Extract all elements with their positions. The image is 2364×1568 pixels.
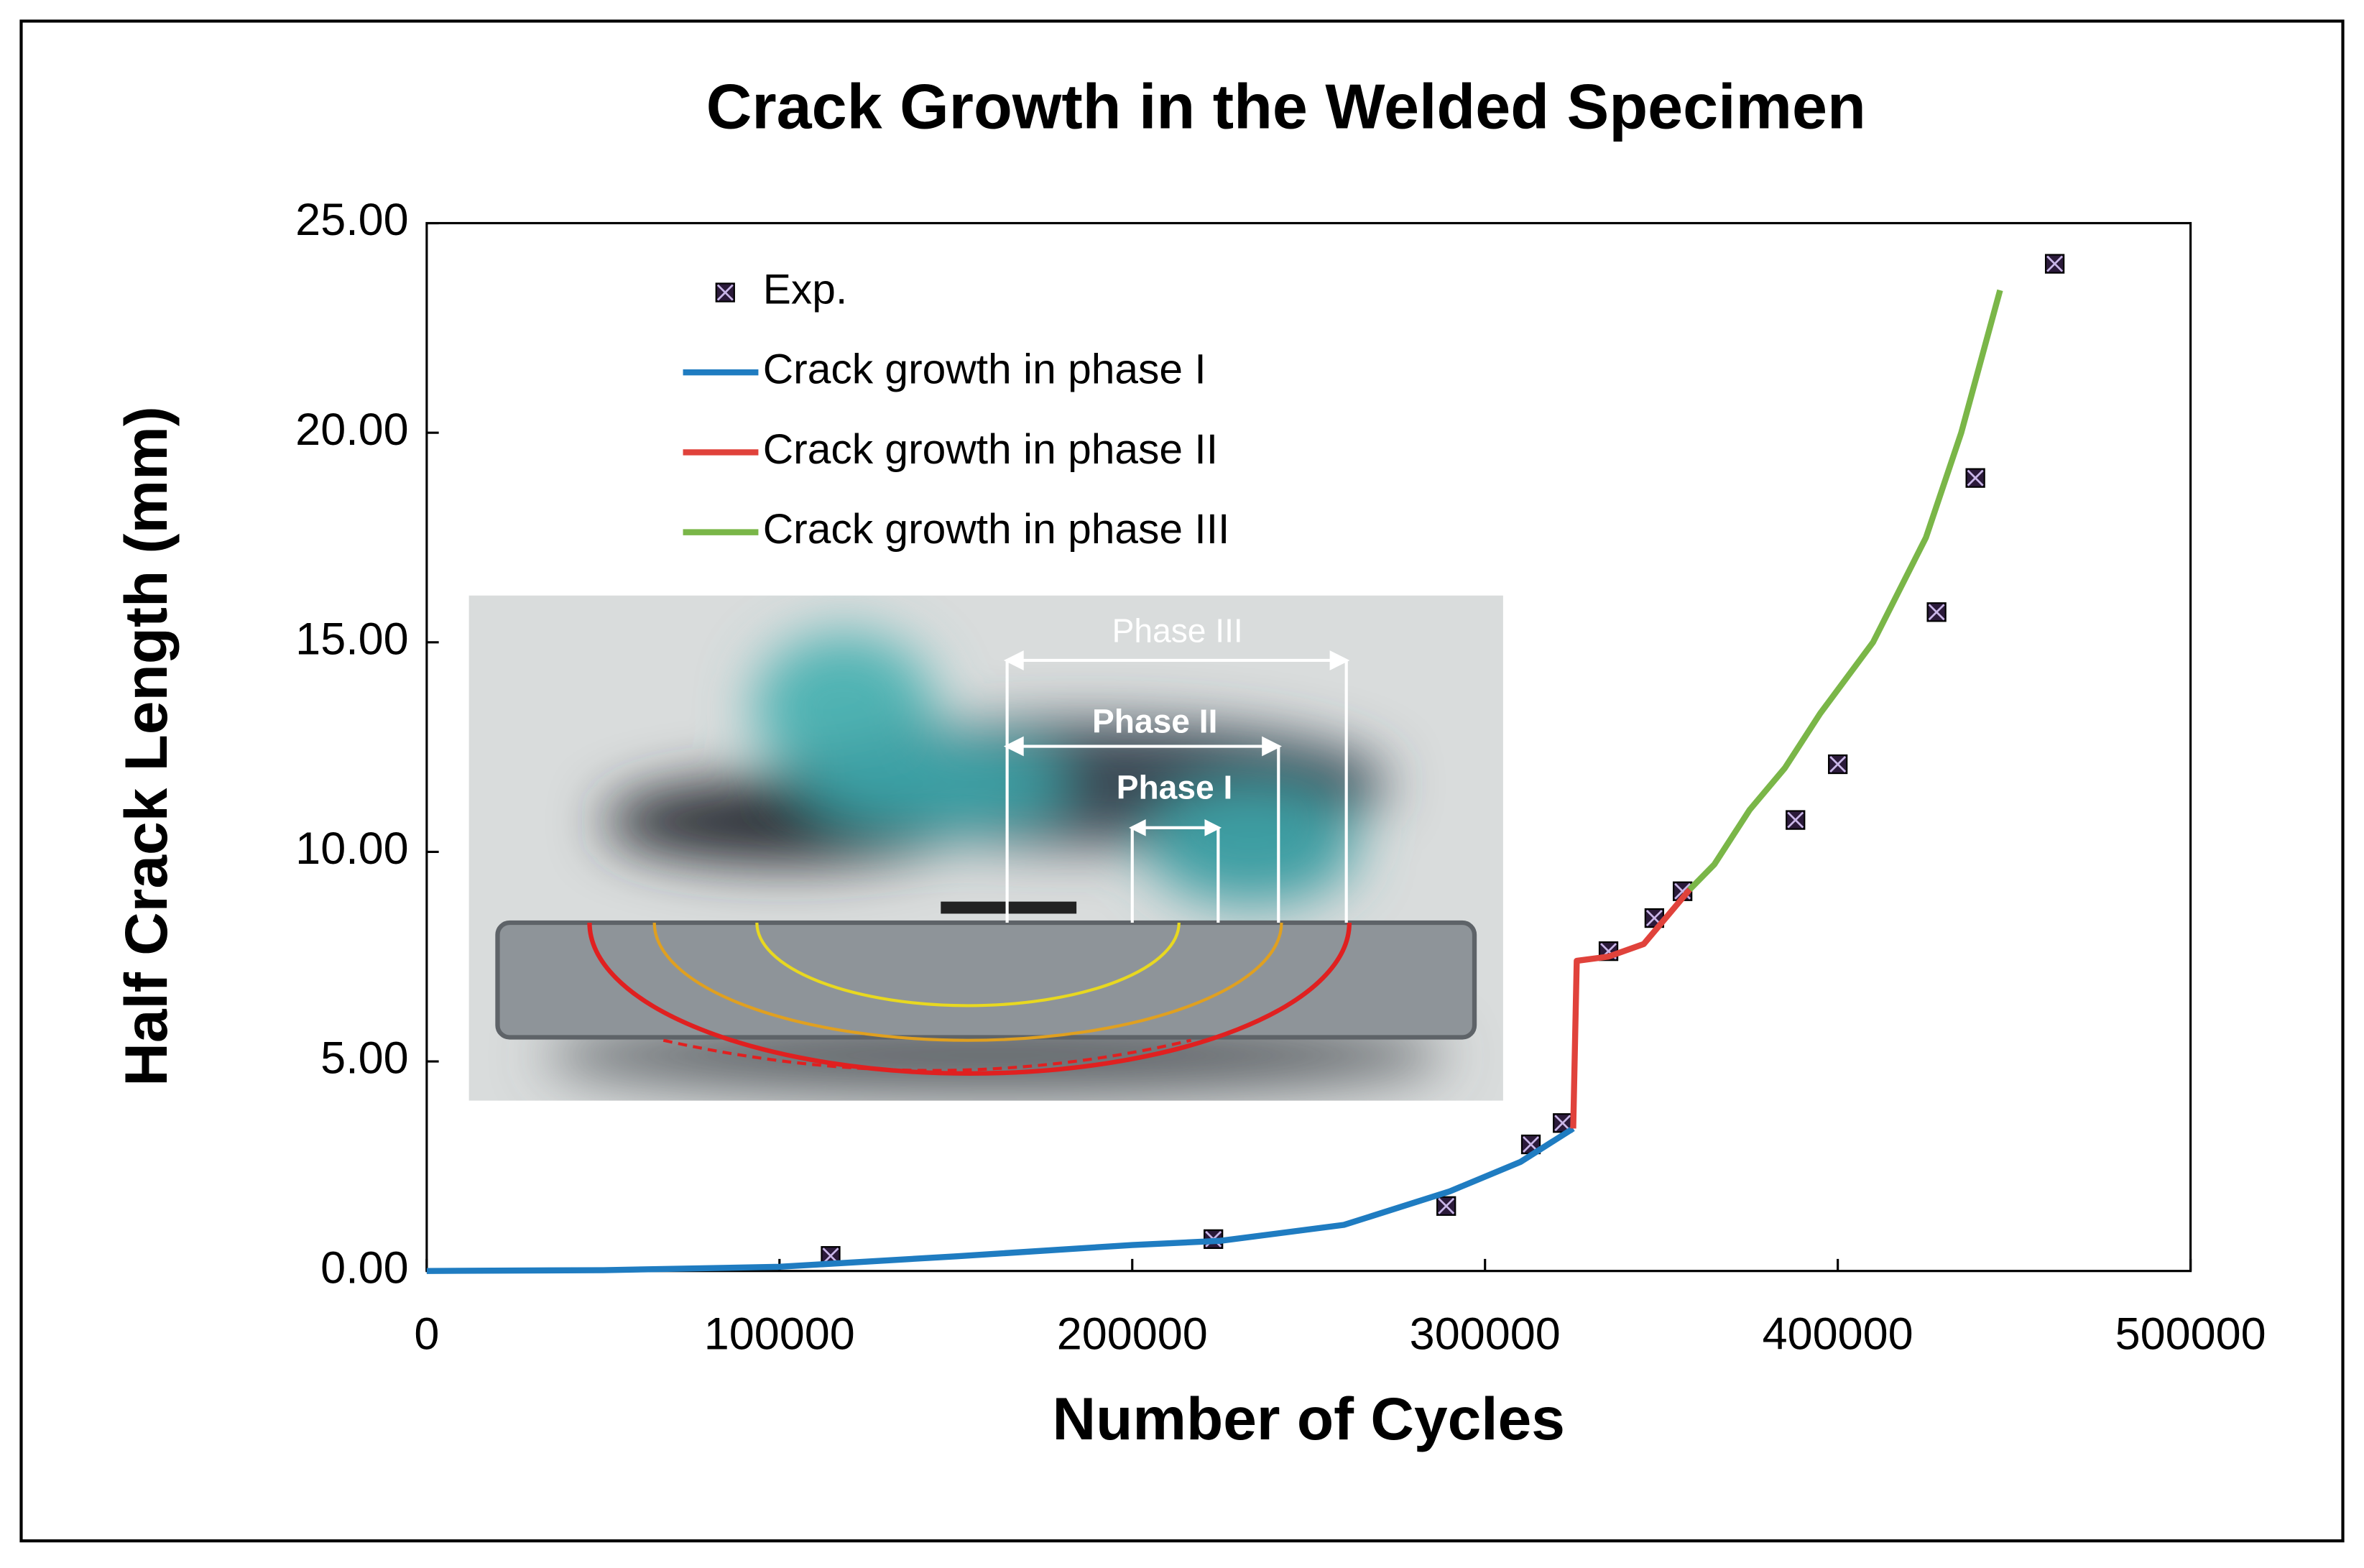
annotation: Phase II (1092, 702, 1217, 739)
plot-area (425, 221, 2192, 1273)
series-line (1687, 289, 2003, 892)
legend-marker-cross (716, 284, 734, 301)
y-tick-label: 20.00 (295, 405, 409, 455)
data-point (1965, 468, 1985, 488)
y-tick-label: 0.00 (320, 1242, 408, 1293)
y-tick-label: 15.00 (295, 614, 409, 664)
data-point-cross (1554, 1115, 1571, 1132)
data-point-cross (1928, 604, 1945, 621)
legend-label: Crack growth in phase II (763, 426, 1218, 473)
y-tick-label: 10.00 (295, 824, 409, 874)
annotation: Phase III (1112, 612, 1243, 649)
x-tick-label: 200000 (1057, 1309, 1208, 1360)
data-point-cross (2046, 255, 2064, 272)
data-point (1926, 602, 1947, 622)
inset-photo: Phase III Phase II Phase I (468, 595, 1503, 1101)
data-point-cross (1829, 756, 1847, 773)
x-tick-label: 400000 (1763, 1309, 1913, 1360)
x-tick-label: 500000 (2115, 1309, 2266, 1360)
data-point (1436, 1196, 1456, 1216)
legend-label: Exp. (763, 267, 848, 313)
data-point-cross (1967, 469, 1984, 486)
data-point (1828, 754, 1848, 775)
annotation: Phase I (1117, 769, 1233, 806)
x-tick-label: 100000 (704, 1309, 855, 1360)
y-tick-label: 25.00 (295, 195, 409, 245)
chart-title: Crack Growth in the Welded Specimen (706, 71, 1866, 142)
series-line (1570, 887, 1692, 1129)
legend-label: Crack growth in phase I (763, 346, 1206, 393)
series-line (426, 1125, 1575, 1274)
y-tick-label: 5.00 (320, 1033, 408, 1084)
data-point (1786, 810, 1806, 830)
x-tick-label: 300000 (1410, 1309, 1561, 1360)
legend-label: Crack growth in phase III (763, 506, 1230, 553)
x-tick-label: 0 (414, 1309, 439, 1360)
legend-marker (715, 282, 735, 303)
data-point (2044, 254, 2065, 274)
data-point-cross (1787, 811, 1804, 829)
y-axis-title: Half Crack Length (mm) (112, 406, 180, 1086)
data-point-cross (1438, 1197, 1455, 1214)
x-axis-title: Number of Cycles (1053, 1385, 1565, 1452)
